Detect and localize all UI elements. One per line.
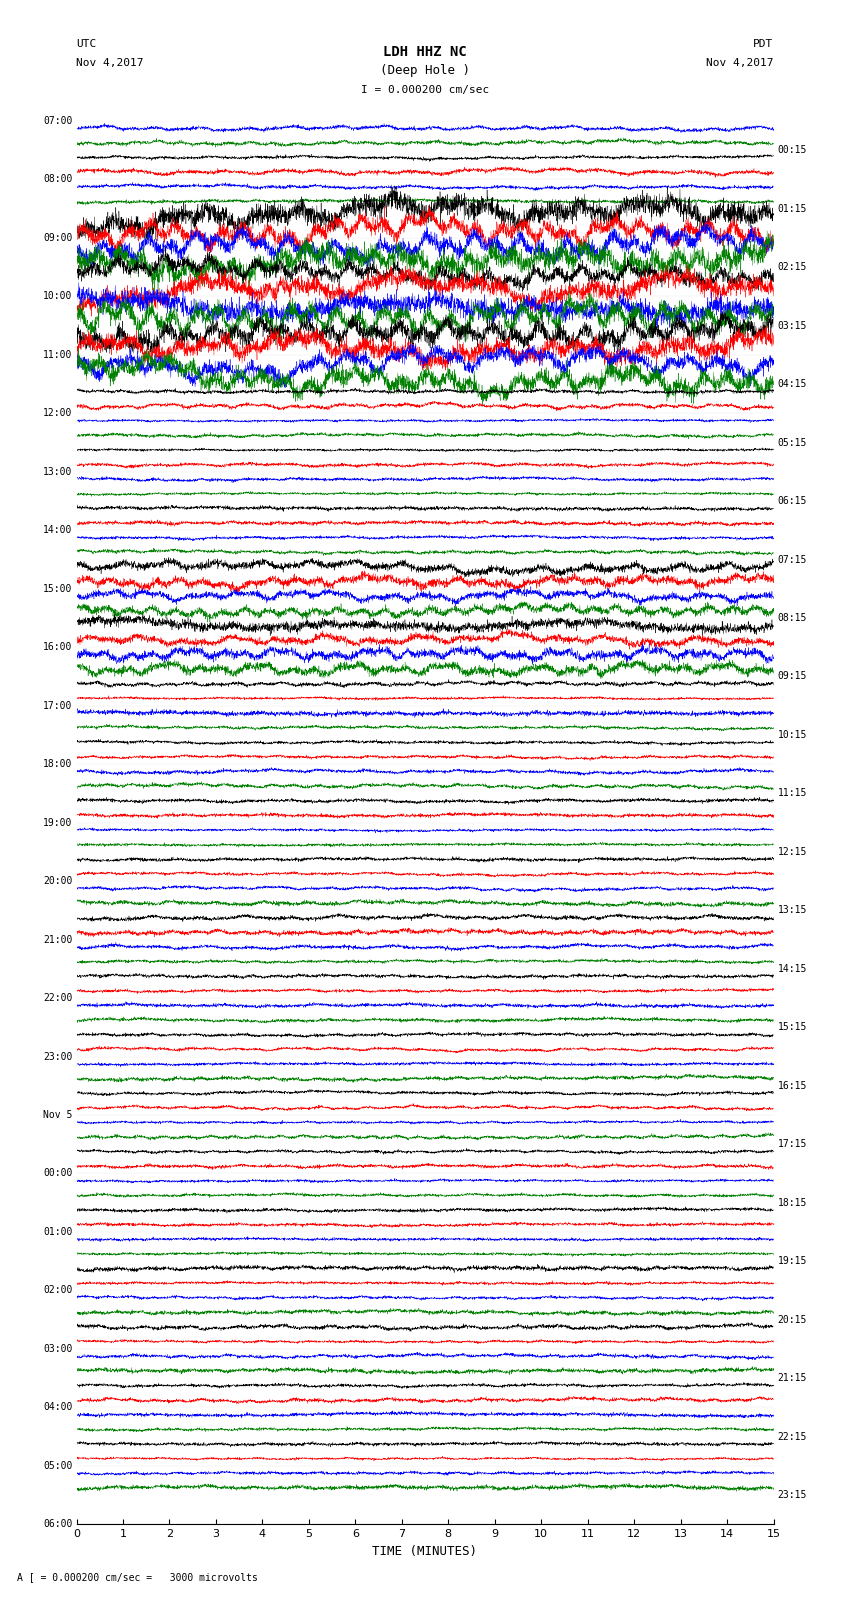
Text: 14:15: 14:15	[778, 965, 807, 974]
Text: 10:15: 10:15	[778, 731, 807, 740]
Text: 03:00: 03:00	[42, 1344, 72, 1353]
Text: 16:15: 16:15	[778, 1081, 807, 1090]
Text: 05:15: 05:15	[778, 437, 807, 447]
Text: 08:00: 08:00	[42, 174, 72, 184]
Text: 17:00: 17:00	[42, 700, 72, 711]
Text: LDH HHZ NC: LDH HHZ NC	[383, 45, 467, 58]
Text: Nov 4,2017: Nov 4,2017	[76, 58, 144, 68]
Text: 19:00: 19:00	[42, 818, 72, 827]
Text: 09:15: 09:15	[778, 671, 807, 681]
Text: 15:00: 15:00	[42, 584, 72, 594]
Text: 12:00: 12:00	[42, 408, 72, 418]
Text: 00:15: 00:15	[778, 145, 807, 155]
Text: 22:00: 22:00	[42, 994, 72, 1003]
Text: 19:15: 19:15	[778, 1257, 807, 1266]
Text: 22:15: 22:15	[778, 1432, 807, 1442]
Text: 21:00: 21:00	[42, 934, 72, 945]
Text: 10:00: 10:00	[42, 292, 72, 302]
Text: 09:00: 09:00	[42, 232, 72, 244]
Text: 06:15: 06:15	[778, 497, 807, 506]
Text: 00:00: 00:00	[42, 1168, 72, 1179]
Text: UTC: UTC	[76, 39, 97, 48]
Text: 11:00: 11:00	[42, 350, 72, 360]
Text: 17:15: 17:15	[778, 1139, 807, 1148]
Text: 14:00: 14:00	[42, 526, 72, 536]
Text: 21:15: 21:15	[778, 1373, 807, 1382]
Text: 11:15: 11:15	[778, 789, 807, 798]
Text: 07:15: 07:15	[778, 555, 807, 565]
Text: 16:00: 16:00	[42, 642, 72, 652]
Text: 13:00: 13:00	[42, 466, 72, 477]
Text: 02:15: 02:15	[778, 263, 807, 273]
Text: (Deep Hole ): (Deep Hole )	[380, 65, 470, 77]
Text: 03:15: 03:15	[778, 321, 807, 331]
Text: 06:00: 06:00	[42, 1519, 72, 1529]
Text: PDT: PDT	[753, 39, 774, 48]
Text: 01:15: 01:15	[778, 203, 807, 213]
Text: 07:00: 07:00	[42, 116, 72, 126]
Text: 01:00: 01:00	[42, 1227, 72, 1237]
Text: 04:00: 04:00	[42, 1402, 72, 1413]
Text: 15:15: 15:15	[778, 1023, 807, 1032]
X-axis label: TIME (MINUTES): TIME (MINUTES)	[372, 1545, 478, 1558]
Text: 05:00: 05:00	[42, 1461, 72, 1471]
Text: A [ = 0.000200 cm/sec =   3000 microvolts: A [ = 0.000200 cm/sec = 3000 microvolts	[17, 1573, 258, 1582]
Text: 02:00: 02:00	[42, 1286, 72, 1295]
Text: 20:00: 20:00	[42, 876, 72, 886]
Text: I = 0.000200 cm/sec: I = 0.000200 cm/sec	[361, 85, 489, 95]
Text: Nov 4,2017: Nov 4,2017	[706, 58, 774, 68]
Text: 13:15: 13:15	[778, 905, 807, 915]
Text: 20:15: 20:15	[778, 1315, 807, 1324]
Text: 18:00: 18:00	[42, 760, 72, 769]
Text: 08:15: 08:15	[778, 613, 807, 623]
Text: Nov 5: Nov 5	[42, 1110, 72, 1119]
Text: 23:00: 23:00	[42, 1052, 72, 1061]
Text: 23:15: 23:15	[778, 1490, 807, 1500]
Text: 12:15: 12:15	[778, 847, 807, 857]
Text: 18:15: 18:15	[778, 1198, 807, 1208]
Text: 04:15: 04:15	[778, 379, 807, 389]
